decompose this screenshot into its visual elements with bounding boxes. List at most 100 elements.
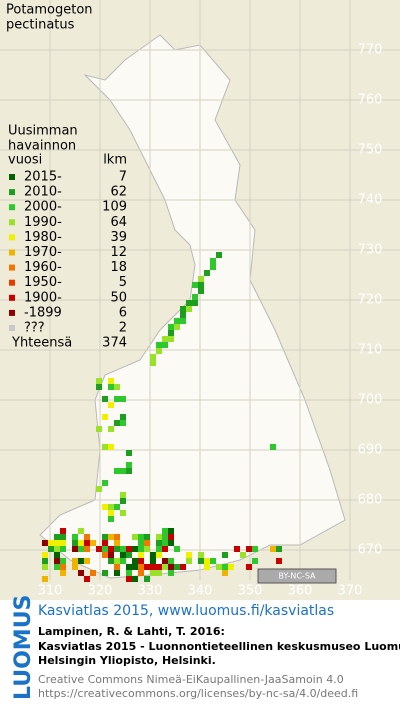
occurrence [84, 546, 90, 552]
occurrence [168, 540, 174, 546]
legend-count: 62 [110, 185, 127, 200]
occurrence [90, 570, 96, 576]
occurrence [102, 546, 108, 552]
legend-swatch [9, 279, 15, 286]
occurrence [186, 306, 192, 312]
occurrence [114, 534, 120, 540]
occurrence [84, 540, 90, 546]
x-label: 360 [288, 584, 313, 599]
legend-swatch [9, 309, 15, 316]
occurrence [168, 558, 174, 564]
occurrence [72, 546, 78, 552]
occurrence [210, 264, 216, 270]
legend-swatch [9, 174, 15, 180]
occurrence [156, 564, 162, 570]
link[interactable]: Kasviatlas 2015, www.luomus.fi/kasviatla… [38, 603, 334, 619]
occurrence [150, 552, 156, 558]
occurrence [192, 294, 198, 300]
occurrence [126, 570, 132, 576]
occurrence [174, 564, 180, 570]
occurrence [78, 558, 84, 564]
occurrence [120, 498, 126, 504]
legend-label: 1990- [24, 215, 62, 230]
occurrence [126, 564, 132, 570]
occurrence [144, 546, 150, 552]
occurrence [126, 546, 132, 552]
occurrence [126, 462, 132, 468]
occurrence [156, 348, 162, 354]
occurrence [132, 534, 138, 540]
occurrence [96, 486, 102, 492]
legend-swatch [9, 264, 15, 271]
occurrence [60, 534, 66, 540]
land [39, 34, 346, 579]
occurrence [90, 540, 96, 546]
occurrence [132, 546, 138, 552]
occurrence [156, 540, 162, 546]
citation: Helsingin Yliopisto, Helsinki. [38, 654, 216, 667]
legend-swatch [9, 325, 15, 331]
occurrence [72, 564, 78, 570]
occurrence [276, 546, 282, 552]
occurrence [114, 570, 120, 576]
occurrence [120, 546, 126, 552]
occurrence [168, 564, 174, 570]
occurrence [60, 564, 66, 570]
x-label: 350 [238, 584, 263, 599]
occurrence [102, 540, 108, 546]
occurrence [138, 558, 144, 564]
occurrence [60, 540, 66, 546]
occurrence [270, 546, 276, 552]
occurrence [138, 564, 144, 570]
occurrence [84, 534, 90, 540]
occurrence [120, 558, 126, 564]
occurrence [192, 282, 198, 288]
occurrence [162, 528, 168, 534]
title: pectinatus [6, 18, 75, 33]
occurrence [126, 576, 132, 582]
legend-label: 1900- [24, 290, 62, 305]
occurrence [270, 444, 276, 450]
occurrence [246, 564, 252, 570]
occurrence [114, 468, 120, 474]
occurrence [42, 558, 48, 564]
occurrence [108, 504, 114, 510]
citation: Kasviatlas 2015 - Luonnontieteellinen ke… [38, 640, 400, 653]
occurrence [156, 534, 162, 540]
y-label: 760 [358, 93, 383, 108]
occurrence [252, 558, 258, 564]
legend-swatch [9, 204, 15, 211]
occurrence [180, 312, 186, 318]
legend-count: 5 [119, 275, 127, 290]
occurrence [240, 552, 246, 558]
y-label: 710 [358, 343, 383, 358]
occurrence [102, 396, 108, 402]
occurrence [114, 420, 120, 426]
occurrence [144, 534, 150, 540]
occurrence [144, 576, 150, 582]
occurrence [108, 546, 114, 552]
occurrence [150, 564, 156, 570]
occurrence [120, 420, 126, 426]
y-label: 740 [358, 193, 383, 208]
occurrence [84, 558, 90, 564]
occurrence [96, 546, 102, 552]
license[interactable]: https://creativecommons.org/licenses/by-… [38, 687, 358, 700]
occurrence [108, 510, 114, 516]
occurrence [60, 570, 66, 576]
occurrence [120, 510, 126, 516]
legend-header: lkm [103, 153, 127, 168]
citation: Lampinen, R. & Lahti, T. 2016: [38, 625, 225, 638]
occurrence [162, 546, 168, 552]
occurrence [102, 534, 108, 540]
occurrence [246, 546, 252, 552]
occurrence [132, 558, 138, 564]
legend-count: 50 [110, 290, 127, 305]
occurrence [108, 516, 114, 522]
occurrence [216, 252, 222, 258]
occurrence [150, 360, 156, 366]
occurrence [186, 300, 192, 306]
occurrence [150, 570, 156, 576]
occurrence [102, 414, 108, 420]
